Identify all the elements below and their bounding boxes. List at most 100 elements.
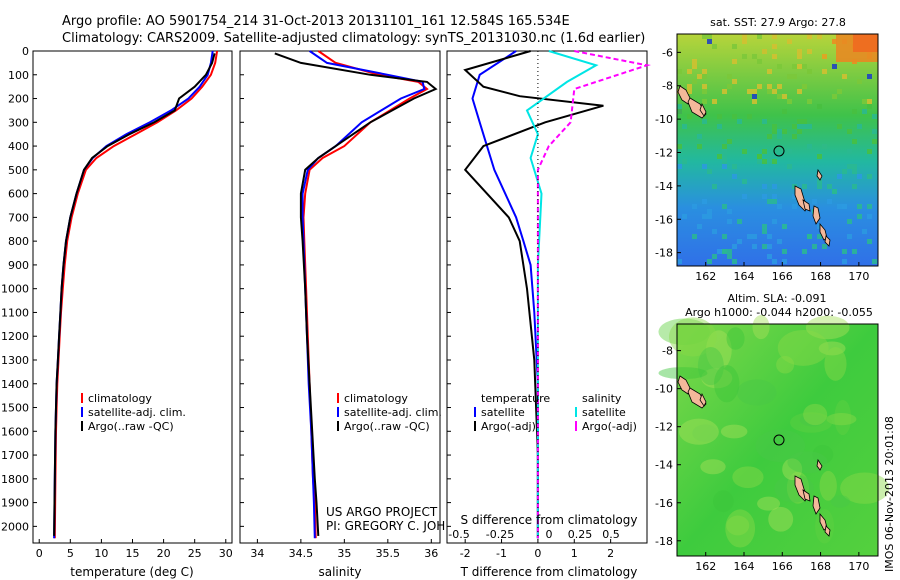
sst-pixel	[832, 64, 837, 69]
sst-pixel	[722, 89, 727, 94]
sst-pixel	[867, 239, 872, 244]
sst-pixel	[772, 159, 777, 164]
sla-blob	[726, 327, 745, 350]
sst-pixel	[692, 204, 697, 209]
sla-blob	[700, 459, 726, 475]
sst-pixel	[747, 234, 752, 239]
sst-pixel	[762, 244, 767, 249]
sst-pixel	[817, 234, 822, 239]
sst-pixel	[762, 49, 767, 54]
sst-pixel	[792, 204, 797, 209]
sst-pixel	[707, 209, 712, 214]
legend-label: climatology	[344, 392, 408, 405]
map-x-tick-label: 166	[772, 270, 793, 283]
map-x-tick-label: 170	[848, 270, 869, 283]
sst-pixel	[767, 134, 772, 139]
sst-pixel	[727, 219, 732, 224]
sst-pixel	[872, 129, 877, 134]
island-shape	[802, 489, 811, 502]
y-tick-label: 800	[8, 235, 29, 248]
island-shape	[812, 495, 821, 515]
sst-pixel	[827, 184, 832, 189]
sst-pixel	[727, 74, 732, 79]
difference-legend: temperaturesatelliteArgo(-adj)salinitysa…	[474, 392, 637, 433]
map-y-tick-label: -16	[655, 213, 673, 226]
difference-panel: -2 -1 0 1 2-0.5 -0.25 0 0.25 0.5 temperaturesate…	[446, 50, 651, 579]
salinity-panel: 34 34.5 35 35.5 36 climatologysatellite-adj.…	[239, 50, 480, 579]
sst-pixel	[807, 49, 812, 54]
x-tick-label: 10	[94, 547, 108, 560]
sst-pixel	[677, 104, 682, 109]
x-tick-label: -2	[460, 547, 471, 560]
sst-pixel	[712, 44, 717, 49]
y-tick-label: 400	[8, 140, 29, 153]
sla-map-ticks: 162 164 166 168 170 -8 -10 -12 -14 -16 -18	[655, 345, 869, 573]
sla-map-land	[677, 375, 831, 537]
sst-pixel	[772, 124, 777, 129]
sla-blob	[768, 506, 794, 532]
sst-pixel	[702, 74, 707, 79]
sst-pixel	[792, 74, 797, 79]
sst-pixel	[677, 164, 682, 169]
temperature-panel: 0 5 10 15 20 25 300100200300400500600700800900…	[1, 45, 233, 579]
sst-pixel	[707, 34, 712, 39]
sst-pixel	[822, 69, 827, 74]
sst-pixel	[707, 169, 712, 174]
temperature-series	[53, 50, 219, 539]
sst-pixel	[832, 189, 837, 194]
salinity-ticks: 34 34.5 35 35.5 36	[240, 50, 438, 560]
sst-pixel	[867, 99, 872, 104]
sst-pixel	[692, 59, 697, 64]
y-tick-label: 700	[8, 211, 29, 224]
map-x-tick-label: 162	[695, 270, 716, 283]
sst-map-pixels	[677, 34, 878, 264]
island-shape	[824, 525, 831, 537]
sst-pixel	[742, 39, 747, 44]
difference-xlabel-temperature: T difference from climatology	[460, 565, 638, 579]
sst-pixel	[772, 44, 777, 49]
map-x-tick-label: 162	[695, 560, 716, 573]
map-y-tick-label: -18	[655, 247, 673, 260]
sst-pixel	[797, 89, 802, 94]
series-line	[463, 50, 604, 539]
sst-pixel	[697, 224, 702, 229]
salinity-xlabel: salinity	[318, 565, 361, 579]
island-shape	[802, 199, 811, 212]
sst-hot-patch	[853, 34, 878, 52]
sst-pixel	[767, 234, 772, 239]
sst-pixel	[767, 254, 772, 259]
x-tick-label: 2	[607, 547, 614, 560]
sst-map-field	[677, 34, 878, 266]
sst-pixel	[777, 239, 782, 244]
sst-pixel	[737, 239, 742, 244]
legend-label: Argo(..raw -QC)	[344, 420, 430, 433]
map-y-tick-label: -18	[655, 535, 673, 548]
legend-heading: temperature	[481, 392, 550, 405]
sla-blob	[755, 429, 806, 463]
sst-pixel	[762, 194, 767, 199]
sst-pixel	[777, 204, 782, 209]
sst-pixel	[722, 204, 727, 209]
legend-label: Argo(..raw -QC)	[88, 420, 174, 433]
sst-pixel	[772, 259, 777, 264]
sst-pixel	[797, 49, 802, 54]
figure-title-line1: Argo profile: AO 5901754_214 31-Oct-2013…	[62, 14, 570, 29]
island-shape	[812, 205, 821, 225]
sst-pixel	[847, 149, 852, 154]
sst-pixel	[782, 249, 787, 254]
y-tick-label: 1700	[1, 449, 29, 462]
y-tick-label: 1400	[1, 378, 29, 391]
sst-pixel	[732, 244, 737, 249]
sst-pixel	[857, 124, 862, 129]
sst-pixel	[797, 64, 802, 69]
sst-pixel	[737, 219, 742, 224]
sst-pixel	[782, 129, 787, 134]
map-y-tick-label: -12	[655, 147, 673, 160]
y-tick-label: 500	[8, 164, 29, 177]
map-y-tick-label: -12	[655, 421, 673, 434]
sst-pixel	[842, 169, 847, 174]
sst-pixel	[687, 84, 692, 89]
salinity-series	[274, 50, 438, 539]
sst-pixel	[702, 89, 707, 94]
sst-pixel	[792, 134, 797, 139]
